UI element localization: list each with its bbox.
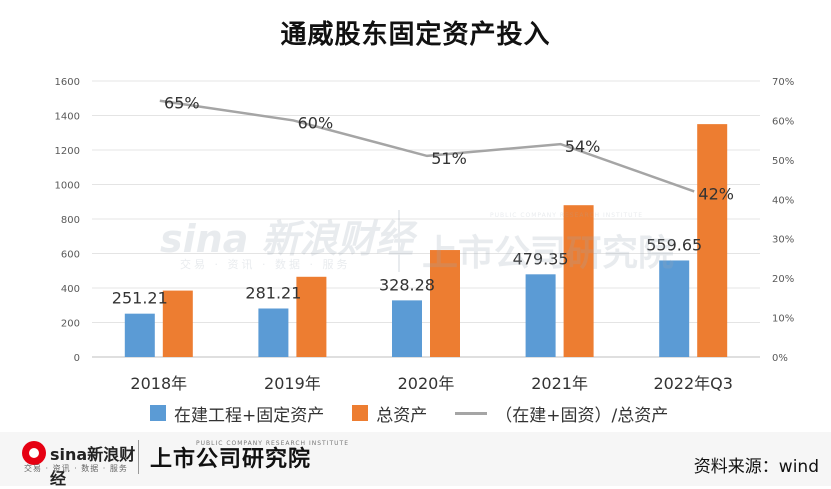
- line-data-label: 42%: [698, 184, 734, 203]
- source-note: 资料来源：wind: [693, 457, 819, 477]
- bar-data-label: 281.21: [245, 283, 301, 302]
- footer-sina-sub: 交易 · 资讯 · 数据 · 服务: [24, 464, 128, 473]
- footer-institute: 上市公司研究院: [150, 446, 312, 472]
- line-data-label: 65%: [164, 94, 200, 113]
- bar-fixed-assets: [258, 308, 289, 357]
- left-tick-label: 200: [61, 319, 80, 330]
- left-tick-label: 1400: [55, 112, 80, 123]
- line-data-label: 51%: [431, 149, 467, 168]
- line-data-label: 60%: [298, 113, 334, 132]
- right-tick-label: 50%: [772, 156, 794, 167]
- bar-fixed-assets: [525, 274, 556, 357]
- legend-swatch-blue: [150, 405, 166, 421]
- right-tick-label: 60%: [772, 116, 794, 127]
- line-data-label: 54%: [565, 137, 601, 156]
- grid-lines: [92, 80, 760, 358]
- bar-total-assets: [697, 124, 728, 357]
- chart-title: 通威股东固定资产投入: [280, 20, 551, 50]
- right-tick-label: 40%: [772, 195, 794, 206]
- bar-data-label: 251.21: [112, 289, 168, 308]
- footer-divider: [138, 440, 139, 474]
- right-tick-label: 20%: [772, 274, 794, 285]
- legend-label-bar2: 总资产: [376, 405, 428, 426]
- x-category-label: 2021年: [531, 374, 588, 393]
- chart-svg: 0 200 400 600 800 1000 1200 1400 1600 0% 10% 20% 30…: [55, 77, 795, 393]
- left-tick-label: 1000: [55, 181, 80, 192]
- right-tick-label: 10%: [772, 314, 794, 325]
- left-tick-label: 1600: [55, 77, 80, 88]
- right-tick-label: 70%: [772, 77, 794, 88]
- bar-data-label: 559.65: [646, 235, 702, 254]
- footer-sina-logo: sina新浪财经 交易 · 资讯 · 数据 · 服务: [22, 437, 142, 488]
- right-tick-label: 0%: [772, 353, 788, 364]
- legend-swatch-orange: [352, 405, 369, 421]
- bar-total-assets: [162, 290, 193, 357]
- left-tick-label: 400: [61, 284, 80, 295]
- left-tick-label: 0: [74, 353, 80, 364]
- legend: 在建工程+固定资产 总资产 （在建+固资）/总资产: [150, 400, 710, 426]
- ratio-polyline: [159, 99, 695, 193]
- bar-total-assets: [296, 276, 327, 357]
- bar-fixed-assets: [124, 313, 155, 357]
- bar-fixed-assets: [659, 260, 690, 357]
- x-category-label: 2018年: [130, 374, 187, 393]
- bar-total-assets: [563, 205, 594, 357]
- x-axis-labels: 2018年 2019年 2020年 2021年 2022年Q3: [130, 374, 733, 393]
- left-tick-label: 1200: [55, 146, 80, 157]
- legend-label-line: （在建+固资）/总资产: [495, 405, 669, 426]
- legend-swatch-gray: [455, 411, 488, 415]
- bars: [124, 124, 728, 357]
- legend-item-bar1: 在建工程+固定资产: [150, 401, 324, 426]
- bar-data-label: 328.28: [379, 275, 435, 294]
- right-axis-ticks: 0% 10% 20% 30% 40% 50% 60% 70%: [772, 77, 794, 364]
- bar-fixed-assets: [392, 300, 422, 357]
- sina-eye-icon: [22, 441, 46, 465]
- x-category-label: 2022年Q3: [653, 374, 733, 393]
- bar-data-label: 479.35: [513, 249, 569, 268]
- left-axis-ticks: 0 200 400 600 800 1000 1200 1400 1600: [55, 77, 80, 364]
- left-tick-label: 600: [61, 250, 80, 261]
- footer-institute-sub: PUBLIC COMPANY RESEARCH INSTITUTE: [196, 440, 349, 447]
- right-tick-label: 30%: [772, 235, 794, 246]
- legend-item-line: （在建+固资）/总资产: [455, 401, 668, 426]
- legend-item-bar2: 总资产: [352, 401, 427, 426]
- bar-total-assets: [430, 250, 460, 357]
- data-labels: 251.21 281.21 328.28 479.35 559.65 65% 60% 51% 5…: [112, 94, 734, 308]
- x-category-label: 2020年: [398, 374, 455, 393]
- ratio-line: [159, 99, 695, 193]
- footer-sina-name: sina新浪财经: [50, 445, 136, 488]
- left-tick-label: 800: [61, 215, 80, 226]
- x-category-label: 2019年: [264, 374, 321, 393]
- legend-label-bar1: 在建工程+固定资产: [174, 405, 325, 426]
